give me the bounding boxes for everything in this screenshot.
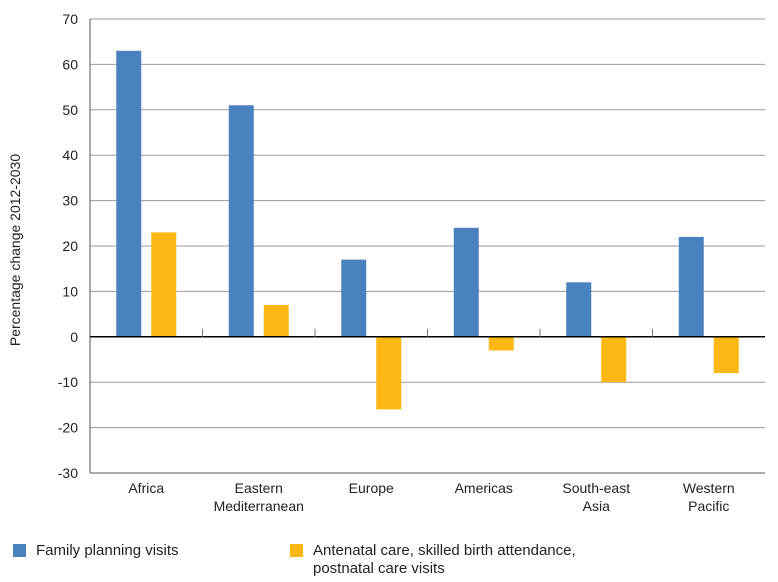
bar-family-planning-2	[341, 259, 367, 337]
y-tick-label: -10	[58, 374, 78, 390]
bar-antenatal-care-0	[151, 232, 177, 337]
x-tick-label: Africa	[128, 480, 164, 496]
bars	[116, 50, 739, 410]
bar-family-planning-1	[228, 105, 254, 337]
y-tick-label: 20	[62, 238, 78, 254]
y-tick-label: 60	[62, 56, 78, 72]
y-tick-label: -30	[58, 465, 78, 481]
y-tick-label: 30	[62, 193, 78, 209]
axes	[89, 19, 765, 474]
y-tick-labels: -30 -20 -10 0 10 20 30 40 50 60 70	[58, 11, 78, 481]
y-tick-label: 10	[62, 283, 78, 299]
bar-antenatal-care-5	[713, 336, 739, 374]
y-tick-label: 50	[62, 102, 78, 118]
bar-antenatal-care-1	[263, 305, 289, 337]
x-tick-label: Europe	[349, 480, 394, 496]
bar-antenatal-care-4	[601, 336, 627, 383]
bar-family-planning-4	[566, 282, 592, 337]
bar-antenatal-care-3	[488, 336, 514, 351]
x-tick-label: Western Pacific	[683, 480, 735, 514]
gridlines	[90, 18, 765, 474]
y-tick-label: 0	[70, 329, 78, 345]
y-axis-label: Percentage change 2012-2030	[7, 154, 23, 346]
bar-family-planning-5	[678, 236, 704, 337]
x-tick-label: Eastern Mediterranean	[214, 480, 304, 514]
y-tick-label: 40	[62, 147, 78, 163]
x-tick-label: Americas	[455, 480, 513, 496]
bar-family-planning-0	[116, 50, 142, 337]
x-tick-label: South-east Asia	[562, 480, 630, 514]
bar-antenatal-care-2	[376, 336, 402, 410]
y-tick-label: -20	[58, 420, 78, 436]
bar-family-planning-3	[453, 227, 479, 337]
x-tick-labels: Africa Eastern Mediterranean Europe Americas…	[128, 480, 734, 514]
y-tick-label: 70	[62, 11, 78, 27]
